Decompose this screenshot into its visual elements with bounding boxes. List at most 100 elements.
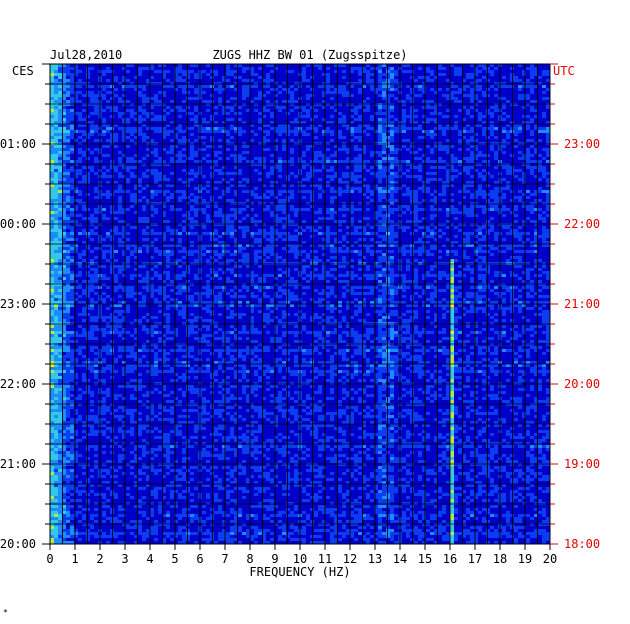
spectrogram-cell [390,244,394,247]
spectrogram-cell [430,208,434,211]
spectrogram-cell [166,331,170,334]
spectrogram-cell [258,160,262,163]
spectrogram-cell [230,208,234,211]
spectrogram-cell [122,328,126,331]
spectrogram-cell [114,145,118,148]
spectrogram-cell [538,274,542,277]
spectrogram-cell [218,172,222,175]
spectrogram-cell [334,160,338,163]
spectrogram-cell [146,244,150,247]
spectrogram-cell [490,193,494,196]
spectrogram-cell [390,277,394,280]
spectrogram-cell [270,169,274,172]
spectrogram-cell [374,184,378,187]
spectrogram-cell [142,265,146,268]
spectrogram-cell [122,94,126,97]
spectrogram-cell [130,292,134,295]
spectrogram-cell [326,217,330,220]
spectrogram-cell [50,226,54,229]
spectrogram-cell [142,232,146,235]
spectrogram-cell [150,169,154,172]
spectrogram-cell [414,286,418,289]
spectrogram-cell [58,313,62,316]
spectrogram-cell [262,139,266,142]
spectrogram-cell [70,214,74,217]
spectrogram-cell [478,244,482,247]
spectrogram-cell [194,76,198,79]
spectrogram-cell [154,130,158,133]
spectrogram-cell [346,127,350,130]
spectrogram-cell [522,73,526,76]
spectrogram-cell [142,112,146,115]
spectrogram-cell [290,157,294,160]
spectrogram-cell [370,286,374,289]
spectrogram-cell [390,148,394,151]
spectrogram-cell [342,190,346,193]
spectrogram-cell [478,187,482,190]
spectrogram-cell [66,295,70,298]
spectrogram-cell [394,151,398,154]
spectrogram-cell [90,307,94,310]
spectrogram-cell [50,190,54,193]
spectrogram-cell [526,115,530,118]
spectrogram-cell [58,256,62,259]
spectrogram-cell [478,115,482,118]
spectrogram-cell [526,307,530,310]
spectrogram-cell [546,208,550,211]
spectrogram-cell [514,79,518,82]
spectrogram-cell [382,217,386,220]
spectrogram-cell [174,136,178,139]
spectrogram-cell [118,97,122,100]
spectrogram-cell [62,136,66,139]
spectrogram-cell [450,310,454,313]
spectrogram-cell [382,64,386,67]
spectrogram-cell [50,106,54,109]
spectrogram-cell [194,220,198,223]
spectrogram-cell [158,184,162,187]
spectrogram-cell [154,271,158,274]
spectrogram-cell [102,130,106,133]
spectrogram-cell [266,316,270,319]
spectrogram-cell [374,274,378,277]
spectrogram-cell [482,193,486,196]
spectrogram-cell [50,292,54,295]
spectrogram-cell [402,172,406,175]
spectrogram-cell [66,196,70,199]
spectrogram-cell [382,205,386,208]
spectrogram-cell [70,187,74,190]
spectrogram-cell [530,172,534,175]
spectrogram-cell [374,214,378,217]
spectrogram-cell [250,124,254,127]
spectrogram-cell [354,304,358,307]
spectrogram-cell [302,190,306,193]
spectrogram-cell [62,118,66,121]
spectrogram-cell [146,67,150,70]
spectrogram-cell [530,106,534,109]
spectrogram-cell [126,289,130,292]
spectrogram-cell [214,214,218,217]
spectrogram-cell [58,76,62,79]
spectrogram-cell [54,172,58,175]
spectrogram-cell [134,130,138,133]
spectrogram-cell [314,115,318,118]
spectrogram-cell [162,295,166,298]
spectrogram-cell [394,310,398,313]
spectrogram-cell [118,232,122,235]
spectrogram-cell [174,127,178,130]
spectrogram-cell [466,244,470,247]
spectrogram-cell [78,151,82,154]
spectrogram-cell [294,268,298,271]
spectrogram-cell [178,124,182,127]
spectrogram-cell [270,190,274,193]
spectrogram-cell [174,145,178,148]
spectrogram-cell [426,187,430,190]
spectrogram-cell [138,133,142,136]
spectrogram-cell [282,148,286,151]
spectrogram-cell [430,247,434,250]
spectrogram-cell [50,301,54,304]
spectrogram-cell [194,301,198,304]
spectrogram-cell [242,151,246,154]
spectrogram-cell [342,85,346,88]
spectrogram-cell [50,178,54,181]
spectrogram-cell [130,157,134,160]
